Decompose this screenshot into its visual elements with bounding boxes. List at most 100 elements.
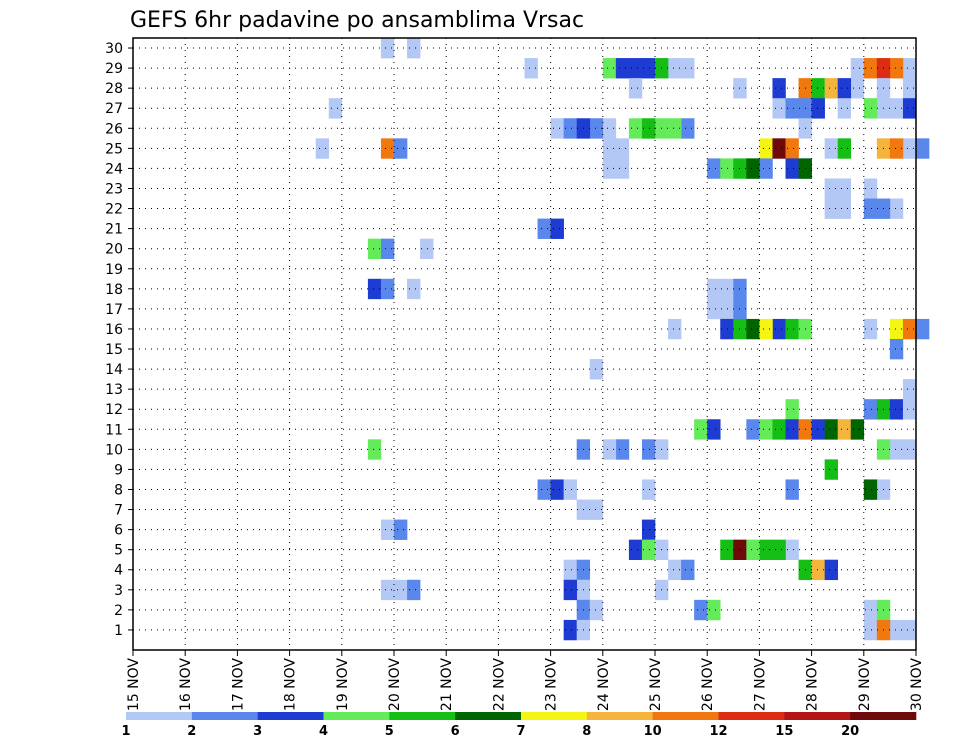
y-tick-label: 12 (105, 402, 123, 418)
heatmap-cell (889, 58, 904, 79)
heatmap-cell (902, 399, 917, 420)
x-tick-label: 25 NOV (648, 658, 664, 712)
heatmap-cell (628, 78, 643, 99)
heatmap-cell (902, 439, 917, 460)
heatmap-cell (407, 278, 421, 300)
heatmap-cell (641, 58, 656, 79)
heatmap-cell (824, 138, 838, 159)
y-tick-label: 7 (114, 503, 123, 519)
x-tick-label: 18 NOV (283, 658, 299, 712)
colorbar-swatch (191, 712, 258, 720)
heatmap-cell (641, 539, 656, 561)
heatmap-cell (759, 539, 773, 561)
heatmap-cell (315, 138, 330, 159)
heatmap-cell (889, 138, 904, 159)
heatmap-cell (902, 58, 917, 79)
y-tick-label: 25 (105, 141, 123, 157)
heatmap-cell (720, 318, 734, 340)
heatmap-cell (746, 318, 760, 340)
y-tick-label: 6 (114, 523, 123, 539)
heatmap-cell (550, 479, 564, 500)
heatmap-cell (602, 138, 617, 159)
heatmap-cell (524, 58, 538, 79)
colorbar-label: 7 (516, 724, 525, 739)
x-tick-label: 24 NOV (596, 658, 612, 712)
heatmap-cell (889, 338, 904, 360)
heatmap-cell (863, 58, 878, 79)
heatmap-cell (811, 419, 825, 440)
heatmap-cell (902, 318, 917, 340)
colorbar-swatch (389, 712, 456, 720)
heatmap-cell (367, 439, 382, 460)
grid-lines (128, 38, 917, 656)
heatmap-cell (746, 158, 760, 179)
heatmap-cell (889, 399, 904, 420)
heatmap-cell (589, 499, 604, 520)
y-tick-label: 28 (105, 81, 123, 97)
colorbar-label: 4 (319, 724, 328, 739)
y-tick-label: 26 (105, 121, 123, 137)
heatmap-cell (367, 238, 382, 260)
heatmap-cell (785, 138, 799, 159)
heatmap-cell (681, 559, 695, 581)
heatmap-cell (772, 419, 786, 440)
heatmap-cell (785, 318, 799, 340)
colorbar-label: 10 (644, 724, 662, 739)
heatmap-cell (824, 459, 838, 480)
heatmap-cell (837, 138, 852, 159)
heatmap-cell (668, 58, 682, 79)
heatmap-cell (694, 599, 708, 621)
heatmap-cell (602, 439, 617, 460)
y-tick-label: 11 (105, 422, 123, 438)
heatmap-cell (824, 419, 838, 440)
y-tick-label: 9 (114, 462, 123, 478)
heatmap-cell (785, 419, 799, 440)
colorbar-label: 3 (253, 724, 262, 739)
heatmap-cell (772, 318, 786, 340)
heatmap-cell (863, 318, 878, 340)
y-tick-label: 17 (105, 302, 123, 318)
colorbar-swatch (652, 712, 719, 720)
y-tick-label: 10 (105, 442, 123, 458)
x-tick-label: 23 NOV (544, 658, 560, 712)
x-tick-label: 21 NOV (439, 658, 455, 712)
heatmap-cell (707, 298, 721, 320)
heatmap-cell (746, 419, 760, 440)
heatmap-cell (537, 479, 551, 500)
heatmap-cell (720, 539, 734, 561)
heatmap-cell (824, 198, 838, 219)
y-tick-label: 30 (105, 41, 123, 57)
colorbar-label: 5 (385, 724, 394, 739)
x-tick-label: 19 NOV (335, 658, 351, 712)
x-axis-tick-labels: 15 NOV 16 NOV 17 NOV 18 NOV 19 NOV 20 NOV 21 N… (126, 658, 925, 712)
heatmap-cell (563, 579, 577, 601)
heatmap-cell (772, 98, 786, 119)
y-tick-label: 14 (105, 362, 123, 378)
heatmap-cell (628, 58, 643, 79)
heatmap-cell (694, 419, 708, 440)
heatmap-cell (759, 138, 773, 159)
y-tick-label: 13 (105, 382, 123, 398)
heatmap-cell (589, 118, 604, 139)
y-tick-label: 23 (105, 181, 123, 197)
y-tick-label: 4 (114, 563, 123, 579)
heatmap-cell (889, 198, 904, 219)
heatmap-cell (602, 118, 617, 139)
heatmap-cell (746, 539, 760, 561)
x-tick-label: 26 NOV (700, 658, 716, 712)
heatmap-cell (563, 619, 577, 641)
colorbar-swatch (850, 712, 917, 720)
heatmap-cell (641, 439, 656, 460)
x-tick-label: 30 NOV (909, 658, 925, 712)
y-tick-label: 27 (105, 101, 123, 117)
y-tick-label: 3 (114, 583, 123, 599)
heatmap-cells (315, 38, 930, 641)
y-tick-label: 16 (105, 322, 123, 338)
heatmap-cell (380, 519, 395, 540)
heatmap-cell (380, 278, 395, 300)
heatmap-cell (589, 599, 604, 621)
heatmap-cell (681, 118, 695, 139)
heatmap-cell (380, 138, 395, 159)
heatmap-cell (785, 98, 799, 119)
